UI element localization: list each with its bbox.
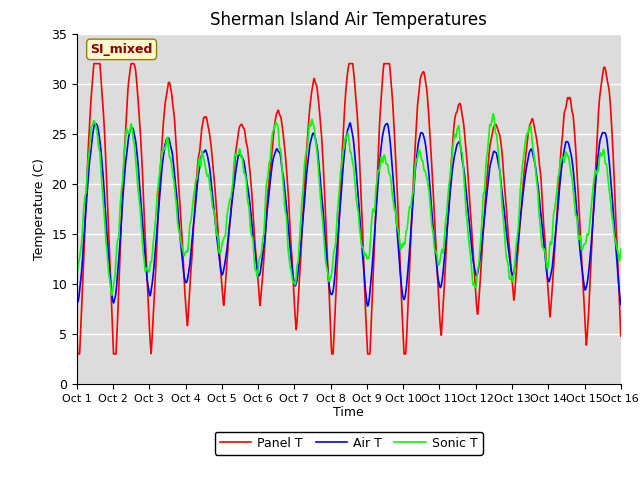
Text: SI_mixed: SI_mixed (90, 43, 153, 56)
Panel T (412, 137, 419, 143)
Title: Sherman Island Air Temperatures: Sherman Island Air Temperatures (211, 11, 487, 29)
Panel T (402, 346, 410, 351)
Air T (189, 223, 197, 229)
Air T (566, 144, 573, 150)
Line: Sonic T: Sonic T (77, 114, 621, 295)
Air T (402, 288, 410, 293)
Sonic T (617, 247, 625, 253)
Sonic T (490, 111, 497, 117)
Panel T (566, 95, 573, 101)
Sonic T (412, 160, 419, 166)
Air T (364, 303, 371, 309)
Line: Air T: Air T (77, 123, 621, 306)
Panel T (617, 330, 625, 336)
Sonic T (108, 292, 116, 298)
Line: Panel T: Panel T (77, 64, 621, 354)
Y-axis label: Temperature (C): Temperature (C) (33, 158, 45, 260)
Sonic T (617, 246, 625, 252)
X-axis label: Time: Time (333, 407, 364, 420)
Legend: Panel T, Air T, Sonic T: Panel T, Air T, Sonic T (215, 432, 483, 455)
Panel T (190, 223, 198, 228)
Air T (346, 120, 354, 126)
Panel T (74, 351, 81, 357)
Sonic T (566, 159, 573, 165)
Sonic T (73, 271, 81, 277)
Panel T (90, 61, 98, 67)
Air T (617, 301, 625, 307)
Panel T (73, 332, 81, 338)
Air T (225, 230, 232, 236)
Panel T (617, 333, 625, 339)
Air T (617, 300, 625, 306)
Sonic T (402, 230, 410, 236)
Air T (412, 164, 419, 170)
Sonic T (189, 194, 197, 200)
Sonic T (225, 201, 233, 206)
Air T (73, 297, 81, 303)
Panel T (225, 229, 233, 235)
